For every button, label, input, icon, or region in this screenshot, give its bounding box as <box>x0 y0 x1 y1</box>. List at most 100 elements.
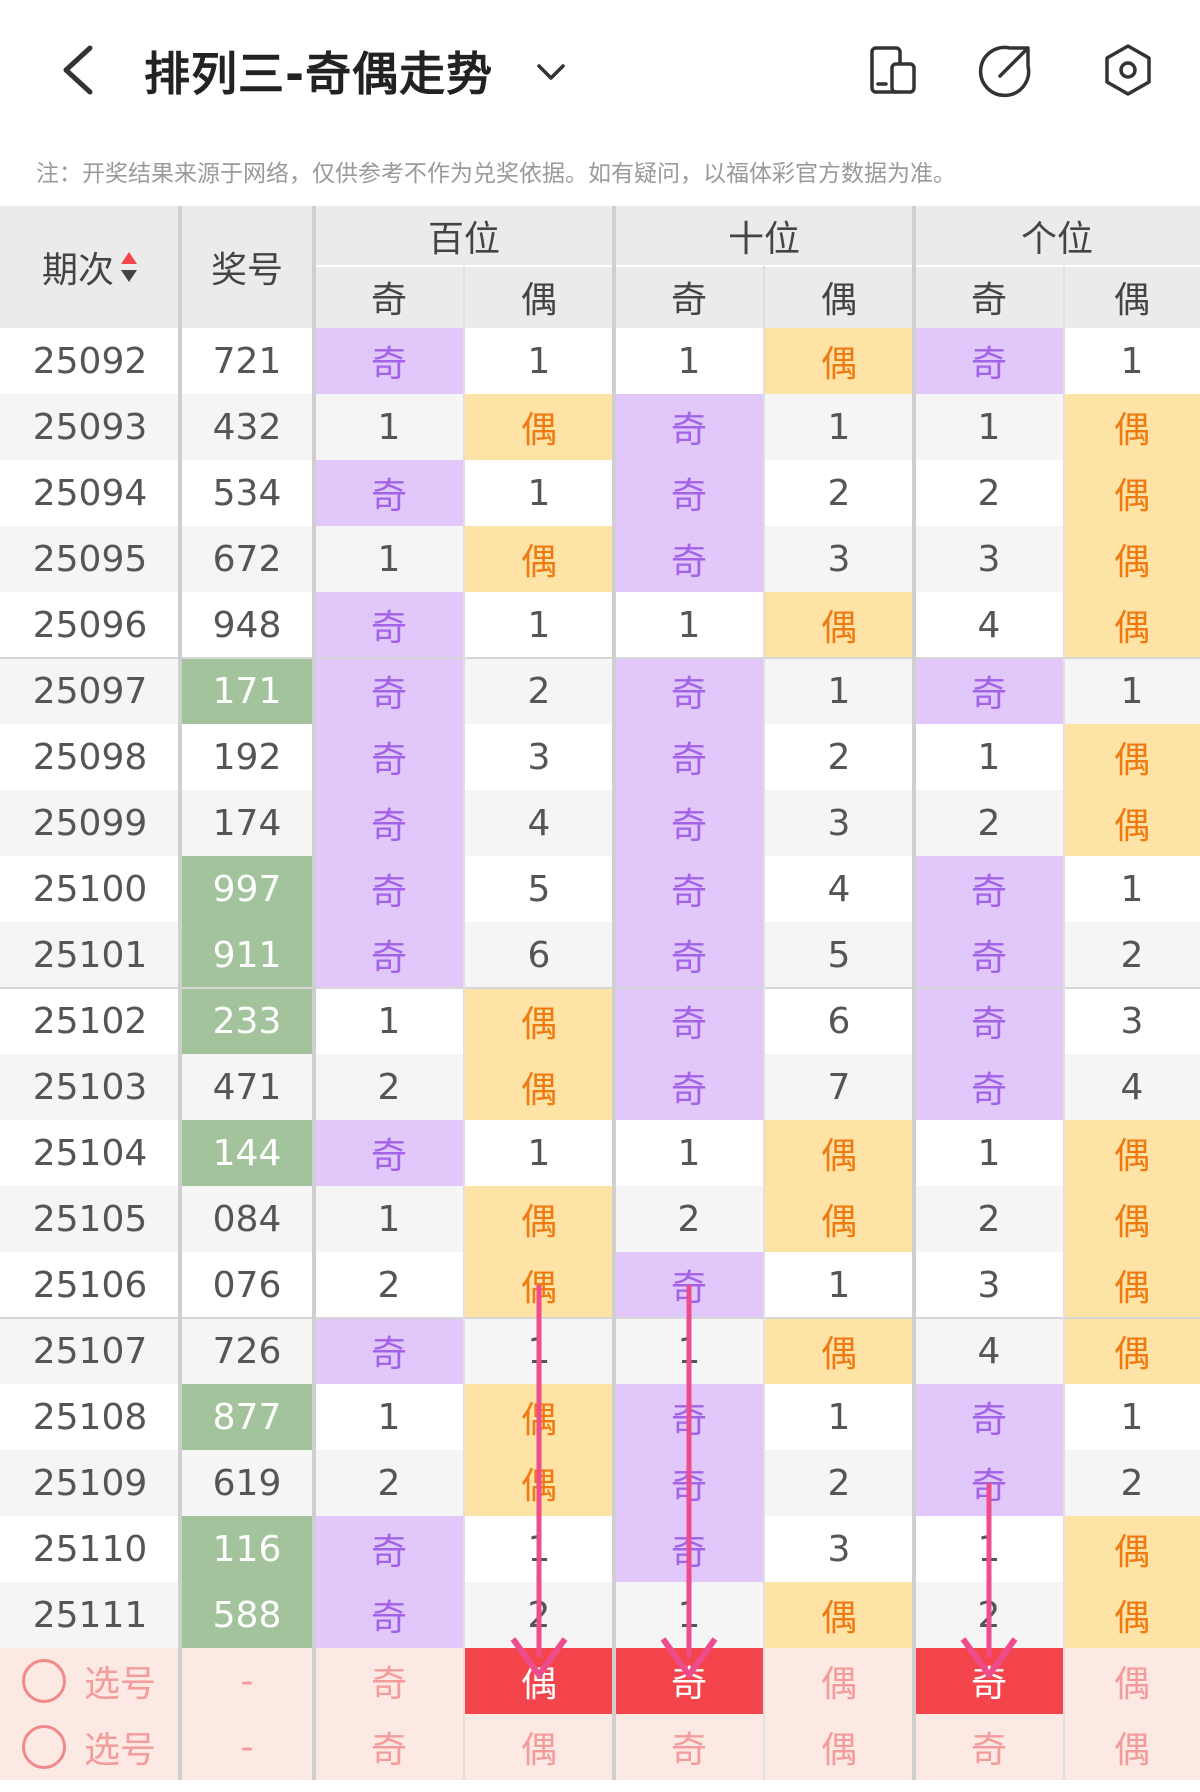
even-cell: 偶 <box>464 1186 614 1252</box>
even-cell: 偶 <box>1064 1252 1200 1318</box>
miss-count-cell: 6 <box>464 922 614 988</box>
odd-cell: 奇 <box>314 922 464 988</box>
radio-button[interactable] <box>22 1725 66 1769</box>
select-option[interactable]: 奇 <box>914 1714 1064 1780</box>
odd-cell: 奇 <box>314 1582 464 1648</box>
number-cell: 948 <box>180 592 314 658</box>
period-cell: 25100 <box>0 856 180 922</box>
select-option[interactable]: 奇 <box>314 1714 464 1780</box>
select-option[interactable]: 奇 <box>614 1714 764 1780</box>
miss-count-cell: 3 <box>764 790 914 856</box>
period-cell: 25109 <box>0 1450 180 1516</box>
miss-count-cell: 2 <box>1064 922 1200 988</box>
number-cell: 877 <box>180 1384 314 1450</box>
number-cell: 076 <box>180 1252 314 1318</box>
select-option-selected[interactable]: 奇 <box>914 1648 1064 1714</box>
radio-button[interactable] <box>22 1659 66 1703</box>
miss-count-cell: 2 <box>914 460 1064 526</box>
select-option[interactable]: 偶 <box>1064 1714 1200 1780</box>
odd-cell: 奇 <box>914 1450 1064 1516</box>
period-cell: 25097 <box>0 658 180 724</box>
period-cell: 25093 <box>0 394 180 460</box>
even-cell: 偶 <box>1064 526 1200 592</box>
even-cell: 偶 <box>464 988 614 1054</box>
miss-count-cell: 2 <box>764 724 914 790</box>
column-separator <box>763 266 765 1780</box>
miss-count-cell: 3 <box>764 1516 914 1582</box>
miss-count-cell: 4 <box>914 592 1064 658</box>
miss-count-cell: 2 <box>314 1450 464 1516</box>
select-row-label[interactable]: 选号 <box>0 1714 180 1780</box>
select-option[interactable]: 偶 <box>464 1714 614 1780</box>
header-odd: 奇 <box>314 266 464 328</box>
miss-count-cell: 1 <box>1064 658 1200 724</box>
number-cell: 726 <box>180 1318 314 1384</box>
column-separator <box>912 206 916 1780</box>
odd-cell: 奇 <box>614 460 764 526</box>
sort-icon[interactable] <box>120 249 138 285</box>
miss-count-cell: 2 <box>914 1186 1064 1252</box>
miss-count-cell: 3 <box>464 724 614 790</box>
header-period[interactable]: 期次 <box>0 206 180 328</box>
header-group: 个位 <box>914 206 1200 266</box>
odd-cell: 奇 <box>614 394 764 460</box>
miss-count-cell: 1 <box>614 1582 764 1648</box>
number-cell: 997 <box>180 856 314 922</box>
select-row-label[interactable]: 选号 <box>0 1648 180 1714</box>
miss-count-cell: 4 <box>1064 1054 1200 1120</box>
column-separator <box>1063 266 1065 1780</box>
miss-count-cell: 2 <box>314 1252 464 1318</box>
even-cell: 偶 <box>464 1054 614 1120</box>
miss-count-cell: 1 <box>1064 328 1200 394</box>
number-cell: 619 <box>180 1450 314 1516</box>
even-cell: 偶 <box>1064 1582 1200 1648</box>
select-option[interactable]: 偶 <box>764 1648 914 1714</box>
select-option[interactable]: 偶 <box>764 1714 914 1780</box>
number-cell: 721 <box>180 328 314 394</box>
miss-count-cell: 1 <box>464 1516 614 1582</box>
miss-count-cell: 1 <box>614 1318 764 1384</box>
odd-cell: 奇 <box>314 592 464 658</box>
row-separator <box>0 657 1200 659</box>
select-option[interactable]: 偶 <box>1064 1648 1200 1714</box>
period-cell: 25103 <box>0 1054 180 1120</box>
miss-count-cell: 1 <box>314 394 464 460</box>
even-cell: 偶 <box>764 1186 914 1252</box>
miss-count-cell: 2 <box>764 460 914 526</box>
disclaimer-note: 注：开奖结果来源于网络，仅供参考不作为兑奖依据。如有疑问，以福体彩官方数据为准。 <box>36 161 956 187</box>
select-option-selected[interactable]: 偶 <box>464 1648 614 1714</box>
even-cell: 偶 <box>464 1252 614 1318</box>
select-option-selected[interactable]: 奇 <box>614 1648 764 1714</box>
select-option[interactable]: 奇 <box>314 1648 464 1714</box>
period-cell: 25106 <box>0 1252 180 1318</box>
even-cell: 偶 <box>1064 1120 1200 1186</box>
odd-cell: 奇 <box>614 1516 764 1582</box>
back-icon[interactable] <box>52 40 108 100</box>
select-number-cell: - <box>180 1648 314 1714</box>
row-separator <box>0 987 1200 989</box>
device-icon[interactable] <box>862 40 922 100</box>
period-cell: 25107 <box>0 1318 180 1384</box>
miss-count-cell: 2 <box>614 1186 764 1252</box>
even-cell: 偶 <box>1064 1186 1200 1252</box>
odd-cell: 奇 <box>914 856 1064 922</box>
number-cell: 192 <box>180 724 314 790</box>
even-cell: 偶 <box>764 1582 914 1648</box>
miss-count-cell: 1 <box>314 988 464 1054</box>
odd-cell: 奇 <box>614 658 764 724</box>
share-icon[interactable] <box>976 40 1036 100</box>
odd-cell: 奇 <box>614 856 764 922</box>
even-cell: 偶 <box>1064 790 1200 856</box>
miss-count-cell: 1 <box>464 1120 614 1186</box>
period-cell: 25098 <box>0 724 180 790</box>
number-cell: 672 <box>180 526 314 592</box>
header-even: 偶 <box>464 266 614 328</box>
title-dropdown[interactable]: 排列三-奇偶走势 <box>144 36 569 106</box>
odd-cell: 奇 <box>914 658 1064 724</box>
header-group: 十位 <box>614 206 914 266</box>
number-cell: 471 <box>180 1054 314 1120</box>
odd-cell: 奇 <box>314 856 464 922</box>
even-cell: 偶 <box>464 1450 614 1516</box>
settings-icon[interactable] <box>1098 40 1158 100</box>
miss-count-cell: 1 <box>764 394 914 460</box>
